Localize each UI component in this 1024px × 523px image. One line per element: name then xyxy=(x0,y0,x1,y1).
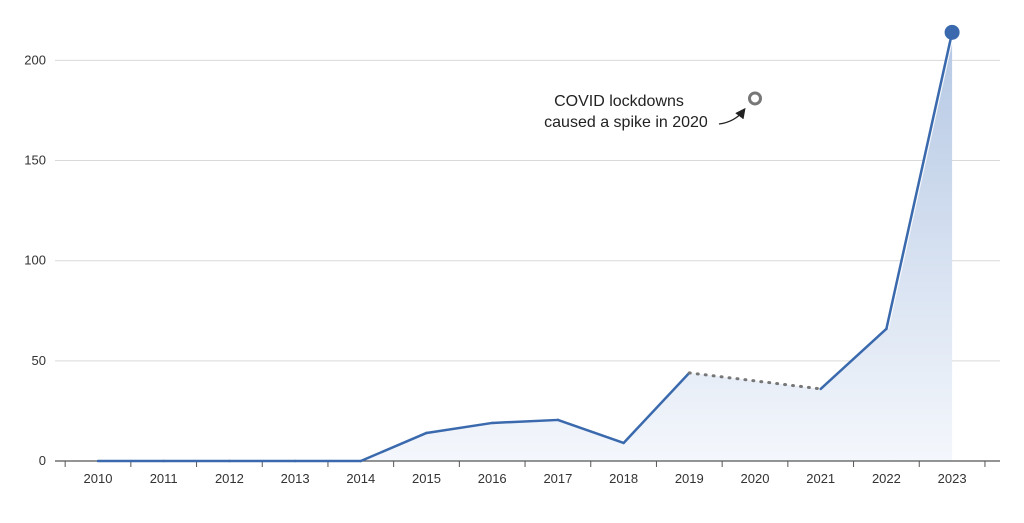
x-tick-label: 2012 xyxy=(215,471,244,486)
x-tick-label: 2021 xyxy=(806,471,835,486)
annotation: COVID lockdowns caused a spike in 2020 xyxy=(544,93,746,131)
x-tick-label: 2013 xyxy=(281,471,310,486)
line-segment-2021-2022 xyxy=(819,327,888,391)
x-axis-tick-labels: 2010 2011 2012 2013 2014 2015 2016 2017 2018 2019… xyxy=(84,471,967,486)
x-tick-label: 2019 xyxy=(675,471,704,486)
line-segment-2018-2019 xyxy=(622,371,691,445)
series-line xyxy=(96,31,955,463)
annotation-line-1: COVID lockdowns xyxy=(554,93,684,110)
line-segment-2016-2017 xyxy=(490,418,560,425)
x-tick-label: 2018 xyxy=(609,471,638,486)
last-point-2023 xyxy=(944,24,960,40)
area-fill xyxy=(98,32,953,461)
line-segment-2015-2016 xyxy=(425,421,494,435)
annotation-arrow xyxy=(718,107,746,125)
gap-segment-2019-2021 xyxy=(687,371,823,391)
x-tick-label: 2023 xyxy=(938,471,967,486)
area-fill-shape xyxy=(98,32,953,461)
x-tick-label: 2014 xyxy=(346,471,375,486)
y-tick-label: 100 xyxy=(24,253,46,268)
y-tick-label: 50 xyxy=(32,353,46,368)
x-tick-label: 2016 xyxy=(478,471,507,486)
annotation-line-2: caused a spike in 2020 xyxy=(544,114,708,131)
x-tick-label: 2017 xyxy=(543,471,572,486)
data-markers xyxy=(748,24,960,106)
line-segment-2017-2018 xyxy=(556,418,625,445)
y-axis-tick-labels: 0 50 100 150 200 xyxy=(24,52,46,468)
y-tick-label: 200 xyxy=(24,52,46,67)
line-segment-2014-2015 xyxy=(359,431,428,463)
line-edge-highlight xyxy=(887,32,955,329)
x-tick-label: 2011 xyxy=(150,471,178,486)
line-segment-2022-2023 xyxy=(885,31,954,331)
x-tick-label: 2022 xyxy=(872,471,901,486)
y-tick-label: 0 xyxy=(39,453,46,468)
x-tick-label: 2015 xyxy=(412,471,441,486)
x-tick-label: 2020 xyxy=(741,471,770,486)
x-tick-label: 2010 xyxy=(84,471,113,486)
y-tick-label: 150 xyxy=(24,153,46,168)
grid-lines xyxy=(55,59,1000,362)
outlier-point-2020 xyxy=(748,91,762,106)
